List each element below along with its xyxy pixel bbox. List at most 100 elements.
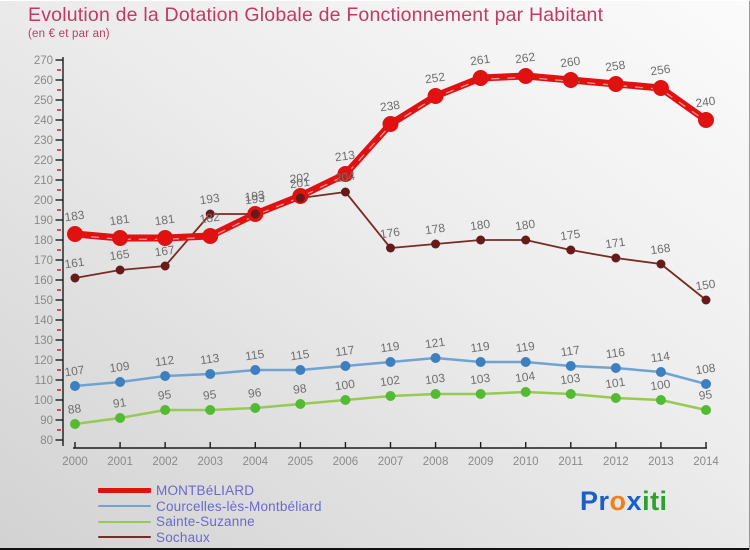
data-label: 117: [560, 343, 581, 360]
y-tick-label: 250: [34, 95, 53, 107]
data-point: [112, 230, 129, 246]
data-point: [611, 253, 621, 263]
data-point: [427, 88, 444, 104]
data-point: [340, 187, 350, 197]
logo-letter: o: [609, 486, 627, 516]
data-label: 101: [604, 375, 626, 392]
page-subtitle: (en € et par an): [28, 28, 110, 40]
y-tick-label: 200: [34, 195, 53, 207]
data-point: [202, 228, 219, 244]
data-point: [340, 395, 351, 405]
y-tick-label: 120: [34, 355, 53, 367]
legend-swatch: [98, 488, 151, 494]
data-label: 258: [604, 58, 626, 75]
data-label: 119: [515, 339, 536, 356]
data-label: 181: [154, 212, 176, 229]
data-point: [205, 405, 216, 415]
data-point: [295, 193, 305, 203]
data-point: [562, 72, 579, 88]
data-point: [250, 209, 260, 219]
data-point: [70, 381, 80, 391]
data-label: 108: [695, 361, 717, 378]
data-point: [475, 357, 486, 367]
data-label: 238: [379, 98, 401, 115]
legend-label: Sainte-Suzanne: [156, 514, 255, 530]
x-tick-label: 2000: [62, 456, 88, 468]
data-label: 202: [289, 170, 311, 187]
y-tick-label: 100: [34, 395, 53, 407]
data-point: [565, 389, 576, 399]
data-label: 109: [109, 359, 131, 376]
line-chart: 8090100110120130140150160170180190200210…: [34, 50, 720, 468]
data-label: 88: [67, 401, 82, 417]
data-label: 95: [157, 387, 172, 403]
data-point: [431, 239, 441, 249]
x-tick-label: 2006: [333, 456, 359, 468]
data-label: 112: [154, 353, 175, 370]
legend-swatch: [98, 505, 151, 508]
y-tick-label: 140: [34, 315, 53, 327]
data-label: 180: [514, 217, 536, 234]
legend-item-2: Courcelles-lès-Montbéliard: [98, 499, 322, 515]
x-tick-label: 2013: [648, 456, 674, 468]
data-point: [607, 76, 624, 92]
y-tick-label: 160: [34, 275, 53, 287]
legend-swatch: [98, 536, 151, 539]
x-tick-label: 2004: [242, 456, 268, 468]
x-tick-label: 2009: [468, 456, 494, 468]
data-point: [340, 361, 351, 371]
y-tick-label: 270: [34, 55, 53, 67]
data-label: 193: [199, 191, 221, 208]
legend-item-3: Sainte-Suzanne: [98, 514, 322, 530]
data-point: [205, 209, 215, 219]
x-tick-label: 2005: [288, 456, 314, 468]
data-point: [655, 395, 666, 405]
data-label: 183: [64, 208, 86, 225]
legend-swatch: [98, 520, 151, 523]
data-point: [476, 235, 486, 245]
data-point: [520, 387, 531, 397]
data-label: 150: [695, 277, 717, 294]
data-label: 180: [469, 217, 491, 234]
x-axis: 2000 2001 2002 2003 2004 2005 2006 2007 2008 2009…: [62, 442, 719, 468]
y-tick-label: 230: [34, 135, 53, 147]
y-tick-label: 220: [34, 155, 53, 167]
x-tick-label: 2008: [423, 456, 449, 468]
data-point: [115, 377, 126, 387]
y-tick-label: 150: [34, 295, 53, 307]
data-point: [67, 226, 83, 242]
data-label: 262: [514, 50, 536, 67]
data-label: 113: [199, 351, 220, 368]
data-point: [656, 259, 666, 269]
data-label: 95: [202, 387, 217, 403]
data-label: 119: [379, 339, 400, 356]
data-point: [115, 413, 126, 423]
data-label: 91: [112, 395, 127, 411]
data-point: [157, 230, 174, 246]
data-point: [160, 371, 171, 381]
data-point: [250, 365, 261, 375]
data-label: 171: [604, 235, 626, 252]
y-tick-label: 260: [34, 75, 53, 87]
legend-item-4: Sochaux: [98, 530, 322, 546]
data-label: 252: [424, 70, 446, 87]
data-label: 201: [289, 175, 311, 192]
x-tick-label: 2002: [152, 456, 178, 468]
data-point: [655, 367, 666, 377]
data-label: 161: [64, 255, 86, 272]
y-tick-label: 210: [34, 175, 53, 187]
y-tick-label: 190: [34, 215, 53, 227]
x-tick-label: 2007: [378, 456, 404, 468]
data-label: 193: [244, 191, 266, 208]
data-label: 261: [469, 52, 491, 69]
proxiti-logo: Proxiti: [580, 486, 668, 517]
data-point: [160, 405, 171, 415]
data-point: [382, 116, 399, 132]
data-label: 193: [244, 188, 266, 205]
legend-label: Sochaux: [156, 529, 210, 545]
data-label: 103: [424, 371, 446, 388]
legend-item-1: MONTBéLIARD: [98, 483, 322, 499]
data-point: [337, 166, 354, 182]
data-point: [698, 112, 714, 128]
data-point: [295, 399, 306, 409]
